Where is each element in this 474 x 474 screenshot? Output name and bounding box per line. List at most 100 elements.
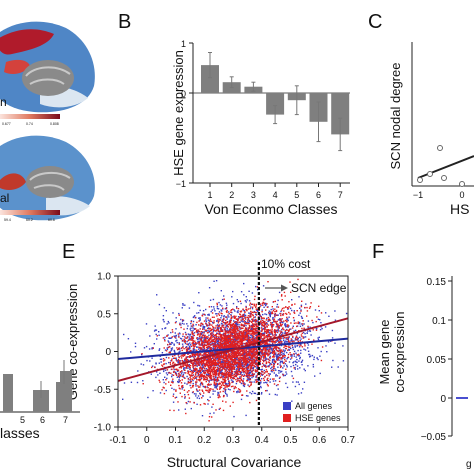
scatter-point-all-genes — [285, 340, 287, 342]
scatter-point-hse-genes — [191, 332, 193, 334]
scatter-point-all-genes — [334, 342, 336, 344]
scatter-point-hse-genes — [262, 359, 264, 361]
scatter-point-hse-genes — [219, 341, 221, 343]
scatter-point-all-genes — [171, 374, 173, 376]
scatter-point-all-genes — [214, 386, 216, 389]
scatter-point-hse-genes — [306, 306, 308, 309]
scatter-point-all-genes — [190, 369, 193, 372]
scatter-point-hse-genes — [215, 339, 217, 342]
scatter-point-hse-genes — [198, 378, 201, 381]
scatter-point-all-genes — [256, 309, 258, 311]
scatter-point-all-genes — [175, 317, 177, 319]
scatter-point-hse-genes — [223, 298, 225, 300]
scatter-point-hse-genes — [213, 359, 215, 361]
scatter-point-all-genes — [211, 309, 213, 311]
scatter-point-hse-genes — [235, 332, 237, 334]
scatter-point-all-genes — [213, 344, 216, 346]
scatter-point-hse-genes — [251, 364, 254, 367]
scatter-point-all-genes — [172, 312, 174, 314]
panel-c-point — [459, 181, 465, 187]
scatter-point-hse-genes — [209, 341, 211, 344]
scatter-point-all-genes — [254, 379, 257, 381]
scatter-point-all-genes — [264, 357, 267, 359]
scatter-point-all-genes — [179, 322, 181, 324]
scatter-point-hse-genes — [220, 330, 222, 332]
scatter-point-all-genes — [213, 352, 216, 355]
scatter-point-hse-genes — [234, 375, 236, 377]
scatter-point-hse-genes — [226, 338, 228, 340]
scatter-point-all-genes — [277, 340, 279, 342]
scatter-point-hse-genes — [201, 397, 203, 399]
scatter-point-all-genes — [309, 330, 312, 332]
scatter-point-hse-genes — [230, 343, 232, 345]
scatter-point-all-genes — [272, 316, 274, 319]
scatter-point-hse-genes — [260, 343, 262, 345]
scatter-point-hse-genes — [211, 369, 213, 372]
scatter-point-hse-genes — [252, 338, 254, 340]
scatter-point-hse-genes — [224, 346, 226, 348]
scatter-point-hse-genes — [249, 358, 251, 361]
scatter-point-hse-genes — [198, 320, 200, 322]
scatter-point-hse-genes — [225, 355, 228, 357]
scatter-point-hse-genes — [178, 356, 180, 359]
scatter-point-hse-genes — [200, 375, 202, 377]
scatter-point-hse-genes — [175, 374, 178, 376]
scatter-point-all-genes — [243, 309, 245, 312]
scatter-point-all-genes — [207, 327, 209, 330]
scatter-point-all-genes — [243, 338, 245, 340]
scatter-point-all-genes — [200, 336, 203, 338]
scatter-point-all-genes — [176, 370, 179, 372]
scatter-point-hse-genes — [255, 340, 257, 343]
scatter-point-all-genes — [281, 329, 283, 331]
scatter-point-hse-genes — [269, 357, 272, 359]
scatter-point-hse-genes — [266, 306, 269, 308]
scatter-point-hse-genes — [224, 362, 227, 364]
scatter-point-all-genes — [169, 343, 171, 346]
scatter-point-all-genes — [226, 324, 229, 326]
scatter-point-hse-genes — [192, 371, 194, 374]
scatter-point-hse-genes — [236, 372, 238, 375]
scatter-point-all-genes — [250, 303, 253, 305]
scatter-point-all-genes — [186, 350, 189, 352]
scatter-point-hse-genes — [248, 373, 250, 376]
scatter-point-all-genes — [263, 382, 265, 384]
scatter-point-hse-genes — [201, 369, 203, 371]
scatter-point-all-genes — [293, 355, 295, 357]
scatter-point-hse-genes — [179, 380, 181, 382]
scatter-point-hse-genes — [225, 384, 227, 386]
panel-c-xlabel: HS — [450, 201, 469, 217]
scatter-point-all-genes — [241, 344, 243, 346]
scatter-point-hse-genes — [247, 308, 250, 310]
scatter-point-all-genes — [269, 373, 271, 375]
scatter-point-hse-genes — [204, 339, 206, 342]
scatter-point-all-genes — [176, 341, 178, 344]
scatter-point-all-genes — [154, 329, 156, 331]
scatter-point-hse-genes — [279, 322, 282, 325]
scatter-point-all-genes — [275, 375, 277, 377]
scatter-point-hse-genes — [233, 368, 235, 370]
scatter-point-all-genes — [251, 352, 253, 355]
scatter-point-hse-genes — [236, 377, 239, 379]
scatter-point-all-genes — [233, 320, 235, 322]
scatter-point-hse-genes — [222, 320, 224, 323]
scatter-point-hse-genes — [237, 341, 239, 343]
scatter-point-hse-genes — [293, 340, 295, 343]
scatter-point-all-genes — [204, 337, 206, 339]
scatter-point-hse-genes — [271, 311, 273, 313]
scatter-point-hse-genes — [227, 323, 229, 325]
scatter-point-hse-genes — [246, 320, 249, 322]
scatter-point-hse-genes — [197, 360, 199, 363]
scatter-point-hse-genes — [183, 348, 185, 350]
scatter-point-hse-genes — [223, 318, 225, 321]
scatter-point-all-genes — [205, 308, 207, 311]
scatter-point-all-genes — [312, 363, 314, 366]
scatter-point-all-genes — [215, 378, 217, 381]
scatter-point-all-genes — [225, 392, 227, 395]
scatter-point-all-genes — [260, 353, 263, 355]
scatter-point-hse-genes — [221, 335, 223, 337]
scatter-point-all-genes — [276, 325, 279, 327]
scatter-point-hse-genes — [213, 326, 215, 329]
scatter-point-all-genes — [226, 395, 228, 397]
scatter-point-all-genes — [230, 314, 232, 316]
scatter-point-all-genes — [257, 311, 259, 313]
